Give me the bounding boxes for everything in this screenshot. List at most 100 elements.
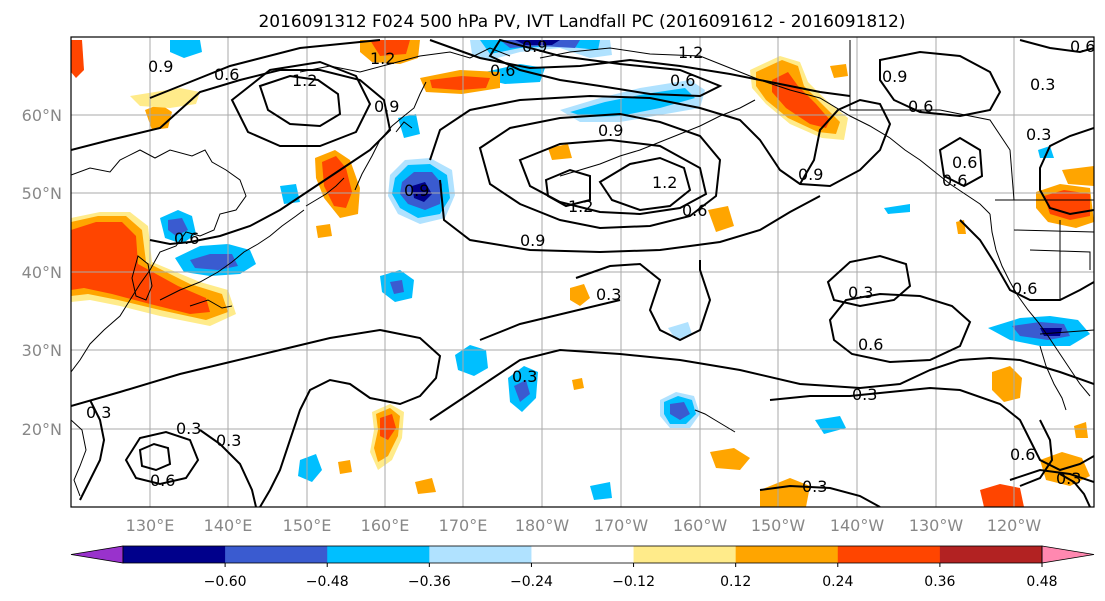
contour-label: 0.3 <box>1056 469 1081 488</box>
contour-label: 1.2 <box>678 43 703 62</box>
contour-label: 0.6 <box>670 71 695 90</box>
lon-label: 130°E <box>126 516 175 535</box>
colorbar-swatch <box>633 546 737 563</box>
lat-label: 20°N <box>22 420 62 439</box>
contour-line <box>199 429 257 507</box>
contour-label: 0.9 <box>520 231 545 250</box>
contour-label: 0.6 <box>942 171 967 190</box>
contour-line <box>1059 473 1091 507</box>
lon-label: 160°W <box>673 516 728 535</box>
contour-line <box>1019 39 1094 54</box>
pos-blob <box>370 404 404 470</box>
coastline-alaska <box>539 47 991 215</box>
contour-label: 0.6 <box>490 61 515 80</box>
colorbar-extend-high <box>1041 545 1095 564</box>
colorbar-tick-label: 0.12 <box>720 574 751 590</box>
map-frame <box>70 36 1095 508</box>
contour-label: 0.3 <box>176 419 201 438</box>
colorbar-swatch <box>123 546 226 563</box>
contour-line <box>258 74 342 128</box>
contour-label: 0.3 <box>1026 125 1051 144</box>
lon-label: 140°E <box>204 516 253 535</box>
contour-line <box>1009 468 1094 483</box>
colorbar-tick-label: 0.48 <box>1026 574 1057 590</box>
colorbar-swatch <box>837 546 941 563</box>
contour-line <box>429 94 892 188</box>
lon-label: 150°E <box>283 516 332 535</box>
colorbar-swatch <box>327 546 430 563</box>
contour-label: 0.6 <box>1010 445 1035 464</box>
contour-label: 0.9 <box>798 165 823 184</box>
lon-label: 120°W <box>987 516 1042 535</box>
contour-line <box>598 156 692 212</box>
lon-label: 150°W <box>751 516 806 535</box>
contour-label: 0.9 <box>148 57 173 76</box>
contour-label: 0.3 <box>86 403 111 422</box>
contour-line <box>769 386 1094 472</box>
neg-blob <box>160 210 196 244</box>
colorbar-tick-label: −0.24 <box>510 574 553 590</box>
contour-line <box>71 69 392 246</box>
contour-line <box>959 219 1094 301</box>
colorbar-swatch <box>225 546 328 563</box>
contour-label: 0.9 <box>374 97 399 116</box>
contour-label: 0.6 <box>952 153 977 172</box>
contour-label: 0.6 <box>908 97 933 116</box>
border-states <box>1013 220 1094 300</box>
coastline-philippines <box>71 419 87 497</box>
border-us-mexico <box>1039 329 1094 335</box>
contour-label: 0.6 <box>214 65 239 84</box>
pv-contours <box>71 38 1094 507</box>
colorbar-tick-label: −0.12 <box>612 574 655 590</box>
contour-label: 0.9 <box>404 181 429 200</box>
contour-label: 0.3 <box>512 367 537 386</box>
neg-blob <box>660 392 700 428</box>
contour-label: 1.2 <box>370 49 395 68</box>
neg-blob <box>380 270 414 302</box>
map-content: 0.9 1.2 0.9 0.6 1.2 0.6 1.2 0.6 0.9 0.6 … <box>71 37 1094 507</box>
contour-label: 1.2 <box>652 173 677 192</box>
lon-label: 170°W <box>594 516 649 535</box>
contour-line <box>575 260 712 342</box>
contour-line <box>138 442 172 472</box>
contour-label: 0.3 <box>596 285 621 304</box>
lat-label: 30°N <box>22 341 62 360</box>
contour-line <box>828 292 972 364</box>
contour-line <box>879 50 1002 118</box>
colorbar-swatch <box>735 546 839 563</box>
coastline-korea <box>131 255 153 301</box>
longitude-labels: 130°E 140°E 150°E 160°E 170°E 180°W 170°… <box>126 516 1042 535</box>
pos-blob <box>360 40 420 64</box>
pos-blob <box>420 70 500 94</box>
contour-line <box>439 179 821 254</box>
contour-label: 0.9 <box>522 37 547 56</box>
contour-line <box>478 112 722 230</box>
lon-label: 140°W <box>830 516 885 535</box>
coastline-japan <box>159 209 305 309</box>
coastline-siberia <box>299 47 511 73</box>
contour-label: 0.6 <box>174 229 199 248</box>
colorbar-tick-label: −0.36 <box>408 574 451 590</box>
colorbar-swatch <box>531 546 635 563</box>
lon-label: 130°W <box>909 516 964 535</box>
contour-label: 1.2 <box>568 197 593 216</box>
coastline-aleutians <box>559 99 756 177</box>
contour-line <box>1039 127 1094 216</box>
contour-label: 1.2 <box>292 71 317 90</box>
neg-blob <box>388 158 455 224</box>
contour-label: 0.3 <box>802 477 827 496</box>
contour-label: 0.6 <box>682 201 707 220</box>
figure-title: 2016091312 F024 500 hPa PV, IVT Landfall… <box>258 12 905 32</box>
lat-label: 50°N <box>22 184 62 203</box>
colorbar-border <box>122 545 1043 564</box>
colorbar-tick-label: −0.48 <box>306 574 349 590</box>
coastline-na-west <box>989 213 1091 397</box>
lon-label: 180°W <box>515 516 570 535</box>
contour-line <box>230 60 372 147</box>
coastline-kamchatka <box>354 81 427 191</box>
colorbar-tick-label: 0.36 <box>924 574 955 590</box>
contour-line <box>938 136 984 188</box>
lat-label: 40°N <box>22 263 62 282</box>
contour-line <box>759 484 881 507</box>
